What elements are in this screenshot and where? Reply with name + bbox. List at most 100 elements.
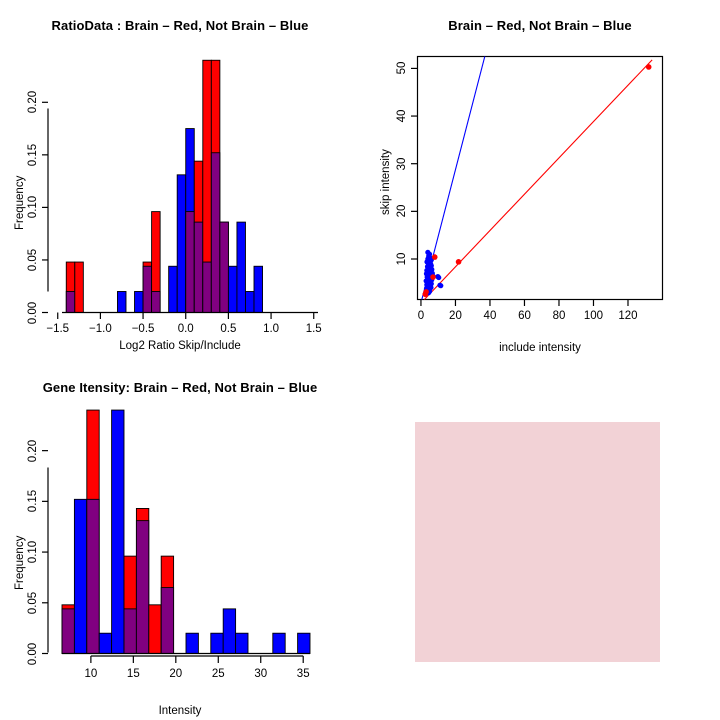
scatter-point-not-brain bbox=[428, 261, 434, 267]
histogram-bar bbox=[210, 632, 224, 654]
x-tick-label: 1.0 bbox=[263, 323, 280, 335]
info-panel-background bbox=[415, 422, 660, 662]
y-tick-label: 0.00 bbox=[27, 642, 39, 665]
histogram-bar-overlap bbox=[219, 221, 229, 313]
y-tick-label: 0.15 bbox=[27, 143, 39, 167]
histogram-bar-overlap bbox=[142, 265, 153, 313]
panel-info: G6985508@J922793@j_at altCassette Zfp53 … bbox=[360, 360, 720, 720]
gene-x-axis-label: Intensity bbox=[158, 705, 202, 717]
ratio-histogram-svg bbox=[42, 59, 318, 319]
gene-x-ticks bbox=[90, 655, 304, 663]
scatter-x-axis-label: include intensity bbox=[499, 342, 581, 354]
gene-y-ticks bbox=[42, 450, 48, 655]
panel-gene-histogram: Gene Itensity: Brain – Red, Not Brain – … bbox=[0, 360, 360, 720]
x-tick-label: 120 bbox=[618, 310, 638, 322]
y-tick-label: 0.10 bbox=[27, 540, 39, 564]
y-tick-label: 0.05 bbox=[27, 248, 39, 272]
histogram-bar bbox=[185, 632, 199, 654]
histogram-bar bbox=[297, 632, 311, 654]
histogram-bar bbox=[74, 261, 84, 313]
x-tick-label: 1.5 bbox=[305, 323, 322, 335]
histogram-bar-overlap bbox=[185, 211, 195, 313]
y-tick-label: 30 bbox=[396, 157, 408, 171]
scatter-ticks bbox=[411, 67, 629, 306]
gene-histogram-bars bbox=[61, 409, 311, 654]
histogram-bar bbox=[117, 291, 127, 313]
y-tick-label: 50 bbox=[396, 62, 408, 75]
histogram-bar-overlap bbox=[61, 608, 75, 654]
histogram-bar bbox=[134, 291, 144, 313]
histogram-bar bbox=[111, 409, 125, 654]
histogram-bar bbox=[245, 291, 255, 313]
x-tick-label: 0.0 bbox=[177, 323, 194, 335]
x-tick-label: 40 bbox=[483, 310, 497, 322]
y-tick-label: 0.00 bbox=[27, 301, 39, 324]
y-tick-label: 0.05 bbox=[27, 591, 39, 614]
y-tick-label: 0.20 bbox=[27, 439, 39, 462]
x-tick-label: 20 bbox=[169, 668, 183, 680]
x-tick-label: −1.5 bbox=[46, 323, 70, 335]
x-tick-label: 0.5 bbox=[220, 323, 237, 335]
histogram-bar bbox=[272, 632, 286, 654]
scatter-y-axis-label: skip intensity bbox=[380, 149, 392, 215]
scatter-point-brain bbox=[455, 259, 462, 265]
scatter-points bbox=[422, 64, 652, 298]
y-tick-label: 40 bbox=[396, 109, 408, 123]
x-tick-label: 60 bbox=[518, 310, 531, 322]
histogram-bar bbox=[148, 604, 162, 654]
y-tick-label: 0.15 bbox=[27, 490, 39, 513]
x-tick-label: 10 bbox=[84, 668, 98, 680]
histogram-bar bbox=[253, 265, 263, 313]
scatter-point-brain bbox=[431, 254, 438, 260]
gene-histogram-title: Gene Itensity: Brain – Red, Not Brain – … bbox=[42, 380, 318, 395]
gene-histogram-svg bbox=[42, 409, 311, 663]
fit-line bbox=[424, 59, 653, 300]
x-tick-label: 100 bbox=[583, 310, 604, 322]
scatter-point-brain bbox=[430, 274, 436, 280]
x-tick-label: 35 bbox=[296, 668, 310, 680]
histogram-bar-overlap bbox=[135, 520, 150, 654]
scatter-point-not-brain bbox=[425, 271, 431, 277]
histogram-bar bbox=[176, 174, 187, 313]
ratio-histogram-title: RatioData : Brain – Red, Not Brain – Blu… bbox=[51, 18, 309, 33]
histogram-bar-overlap bbox=[65, 291, 76, 313]
x-tick-label: 0 bbox=[417, 310, 425, 322]
scatter-point-brain bbox=[422, 291, 429, 298]
x-tick-label: 30 bbox=[254, 668, 268, 680]
histogram-bar bbox=[235, 632, 249, 654]
histogram-bar bbox=[236, 221, 246, 313]
scatter-title: Brain – Red, Not Brain – Blue bbox=[448, 18, 632, 33]
panel-scatter: Brain – Red, Not Brain – Blue 10 20 30 40 50… bbox=[360, 0, 720, 360]
ratio-y-ticks bbox=[42, 101, 48, 314]
gene-y-axis-label: Frequency bbox=[14, 535, 26, 590]
scatter-point-not-brain bbox=[436, 274, 442, 281]
scatter-frame bbox=[416, 55, 664, 301]
x-tick-label: 25 bbox=[211, 668, 225, 680]
histogram-bar bbox=[73, 498, 88, 654]
histogram-bar-overlap bbox=[151, 291, 161, 313]
histogram-bar-overlap bbox=[160, 587, 175, 654]
y-tick-label: 0.20 bbox=[27, 91, 39, 114]
histogram-bar-overlap bbox=[123, 608, 137, 654]
x-tick-label: 15 bbox=[126, 668, 140, 680]
histogram-bar-overlap bbox=[202, 261, 212, 313]
histogram-bar bbox=[222, 608, 237, 654]
y-tick-label: 10 bbox=[396, 252, 408, 266]
histogram-bar bbox=[168, 265, 178, 313]
x-tick-label: −0.5 bbox=[131, 323, 155, 335]
panel-ratio-histogram: RatioData : Brain – Red, Not Brain – Blu… bbox=[0, 0, 360, 360]
x-tick-label: −1.0 bbox=[89, 323, 112, 335]
histogram-bar-overlap bbox=[210, 152, 221, 313]
histogram-bar bbox=[98, 632, 113, 654]
y-tick-label: 20 bbox=[396, 204, 408, 218]
ratio-y-axis-label: Frequency bbox=[14, 175, 26, 230]
scatter-point-brain bbox=[645, 64, 652, 70]
scatter-point-not-brain bbox=[438, 283, 444, 289]
histogram-bar-overlap bbox=[86, 498, 100, 654]
x-tick-label: 20 bbox=[449, 310, 462, 322]
histogram-bar-overlap bbox=[193, 221, 204, 313]
x-tick-label: 80 bbox=[552, 310, 566, 322]
histogram-bar bbox=[227, 265, 238, 313]
y-tick-label: 0.10 bbox=[27, 196, 39, 219]
